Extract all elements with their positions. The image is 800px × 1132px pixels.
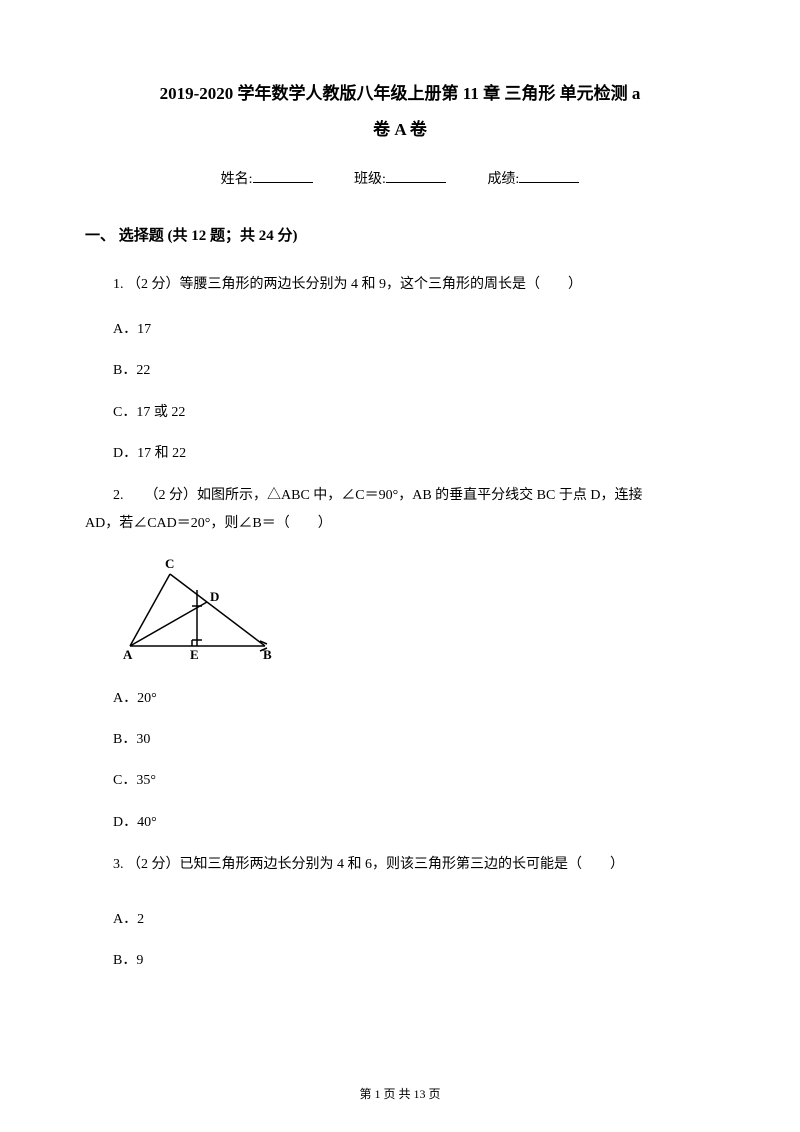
section-1-header: 一、 选择题 (共 12 题；共 24 分) <box>85 224 715 245</box>
class-label: 班级: <box>354 172 386 187</box>
diagram-label-c: C <box>165 556 174 571</box>
q2-line2: AD，若∠CAD＝20°，则∠B＝（ ） <box>85 510 715 538</box>
q1-option-a: A．17 <box>85 317 715 342</box>
q1-option-d: D．17 和 22 <box>85 441 715 466</box>
q2-option-d: D．40° <box>85 810 715 835</box>
q2-option-b: B．30 <box>85 727 715 752</box>
page-title-line2: 卷 A 卷 <box>85 115 715 140</box>
score-label: 成绩: <box>487 172 519 187</box>
q2-option-a: A．20° <box>85 686 715 711</box>
q2-line1: 2. （2 分）如图所示，△ABC 中，∠C＝90°，AB 的垂直平分线交 BC… <box>85 482 715 510</box>
diagram-label-a: A <box>123 647 133 661</box>
diagram-label-b: B <box>263 647 272 661</box>
question-1: 1. （2 分）等腰三角形的两边长分别为 4 和 9，这个三角形的周长是（ ） <box>85 271 715 299</box>
question-2: 2. （2 分）如图所示，△ABC 中，∠C＝90°，AB 的垂直平分线交 BC… <box>85 482 715 538</box>
page-footer: 第 1 页 共 13 页 <box>0 1085 800 1102</box>
q1-option-c: C．17 或 22 <box>85 400 715 425</box>
question-3: 3. （2 分）已知三角形两边长分别为 4 和 6，则该三角形第三边的长可能是（… <box>85 851 715 879</box>
q1-option-b: B．22 <box>85 358 715 383</box>
q2-diagram: C D A E B <box>115 556 715 666</box>
diagram-label-e: E <box>190 647 199 661</box>
class-blank <box>386 182 446 183</box>
info-row: 姓名: 班级: 成绩: <box>85 168 715 188</box>
page-title-line1: 2019-2020 学年数学人教版八年级上册第 11 章 三角形 单元检测 a <box>85 80 715 107</box>
q2-option-c: C．35° <box>85 768 715 793</box>
name-label: 姓名: <box>221 172 253 187</box>
name-blank <box>253 182 313 183</box>
diagram-label-d: D <box>210 589 219 604</box>
q3-option-b: B．9 <box>85 948 715 973</box>
q3-option-a: A．2 <box>85 907 715 932</box>
score-blank <box>519 182 579 183</box>
